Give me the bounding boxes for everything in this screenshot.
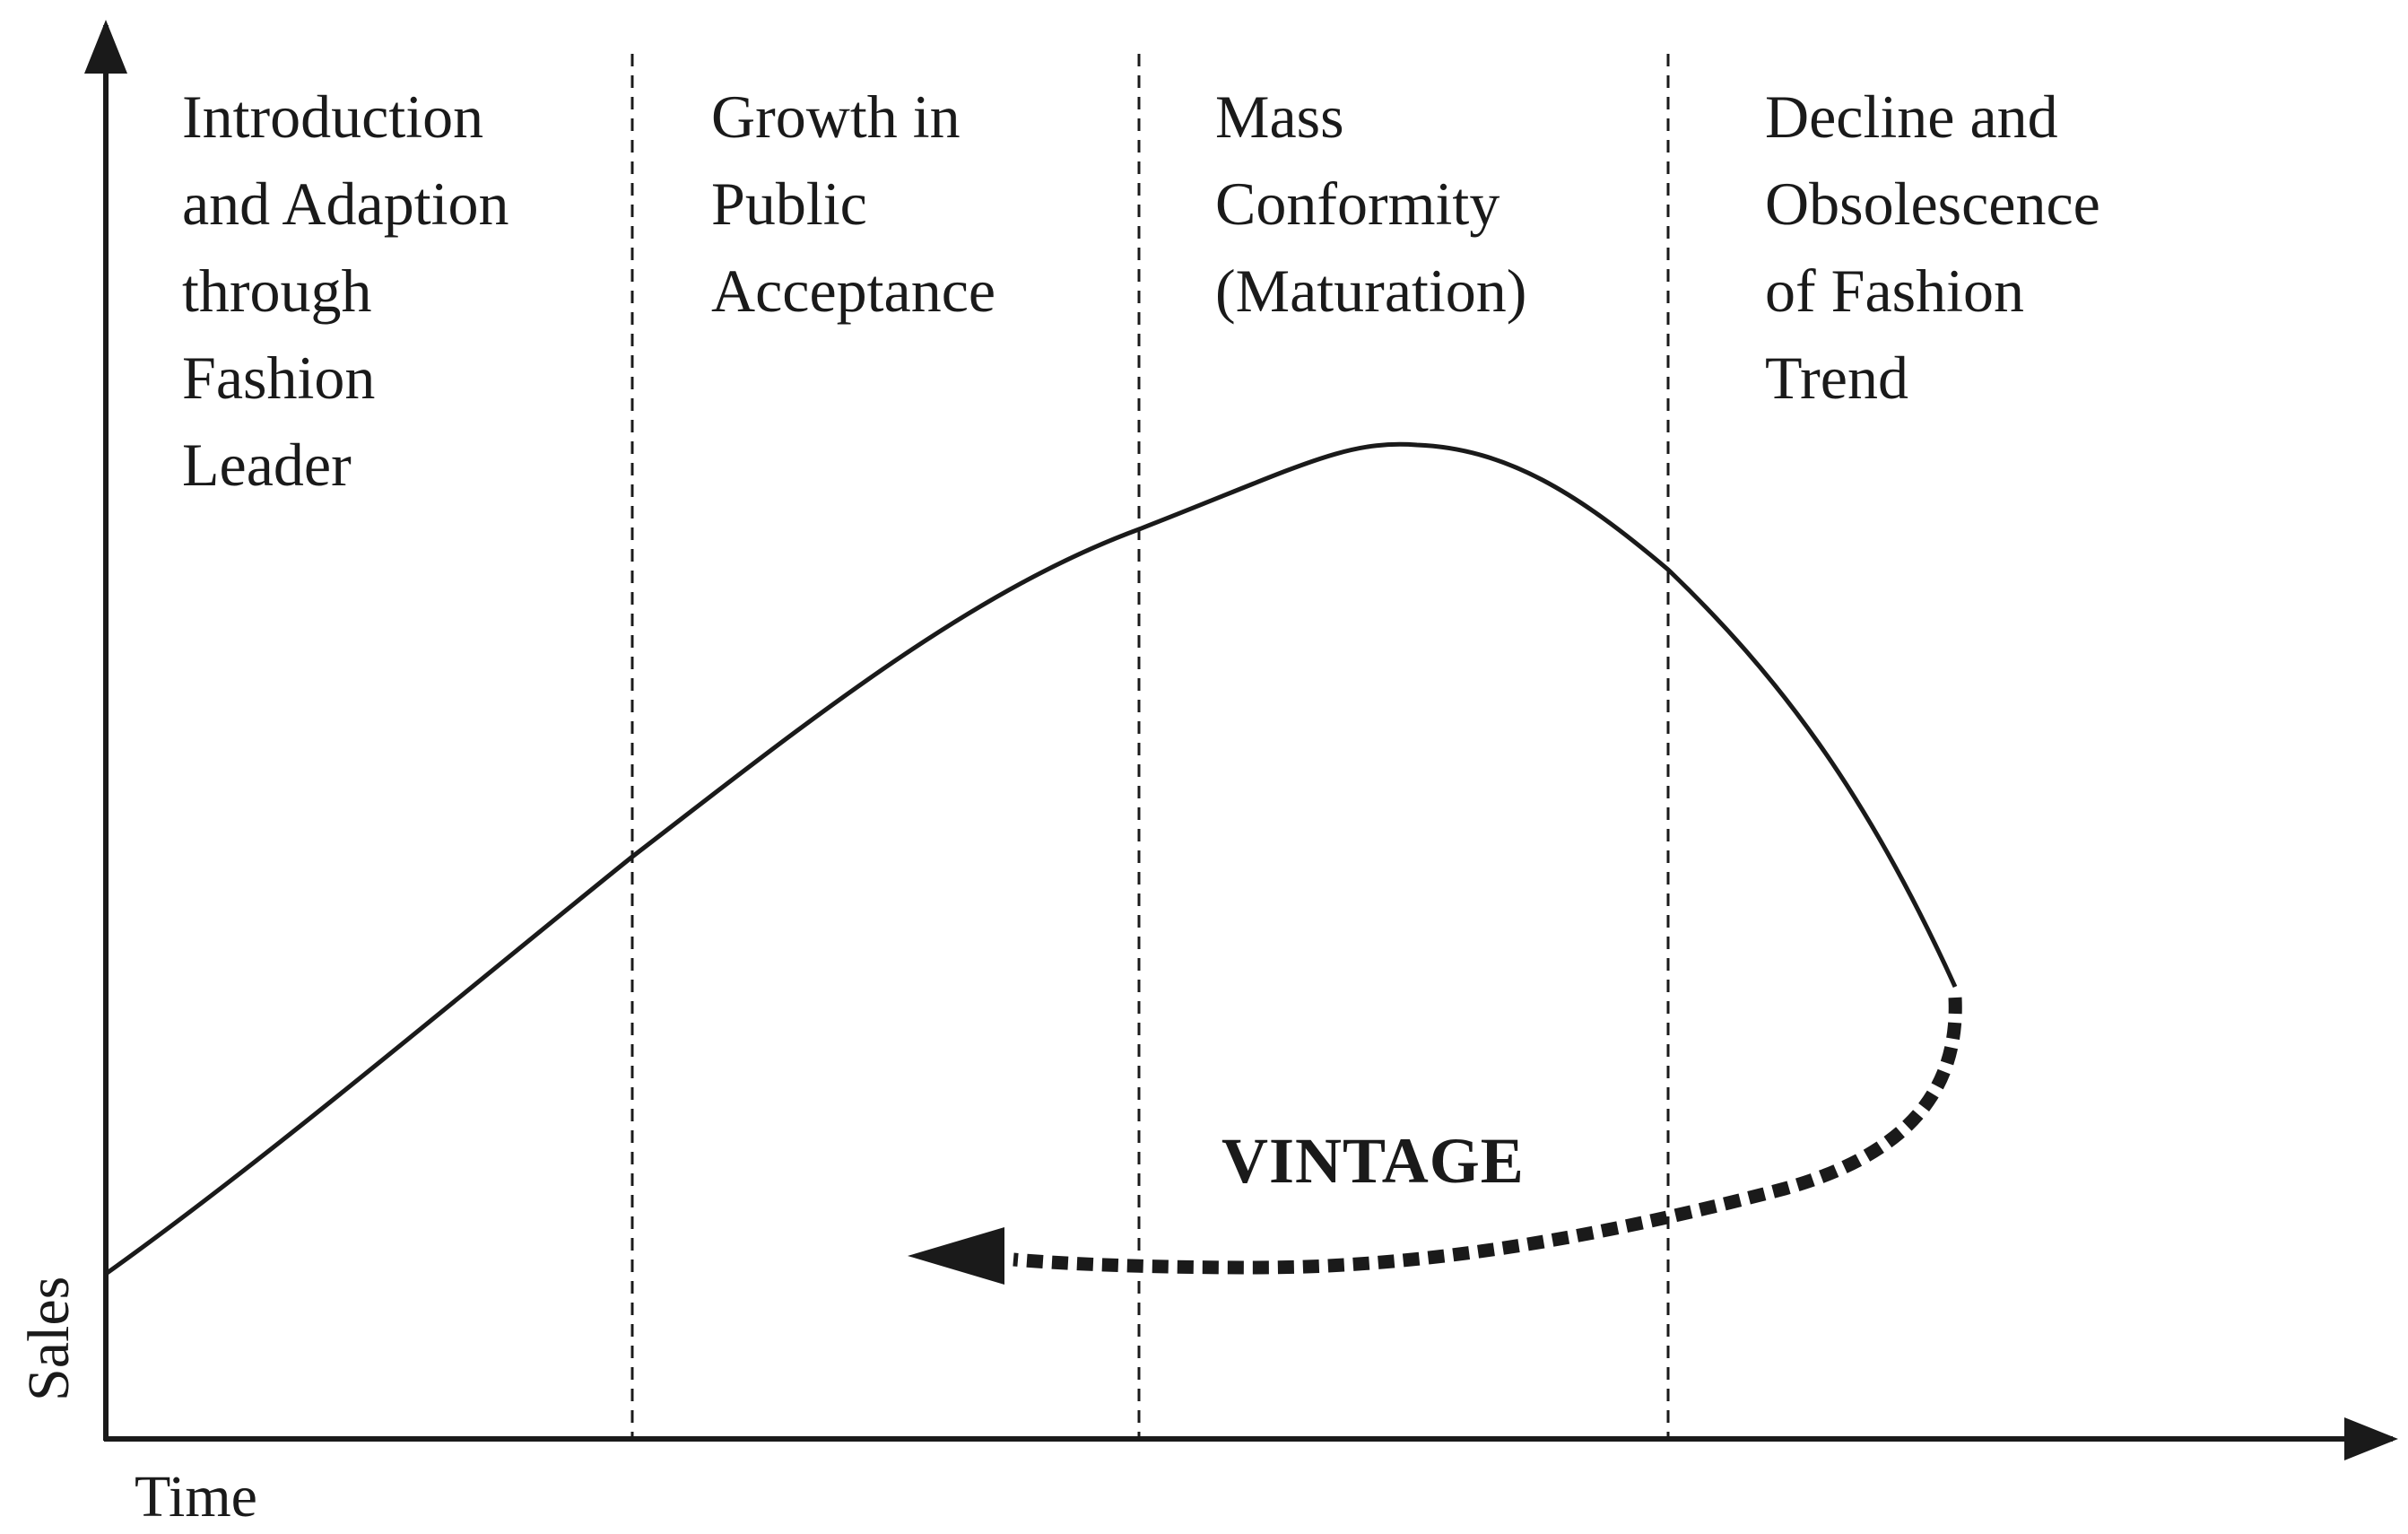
stage-label-line: Introduction [182, 83, 483, 151]
fashion-life-cycle-curve [104, 441, 1958, 1277]
stage-label-line: Public [711, 170, 867, 238]
stage-label-line: of Fashion [1765, 257, 2024, 325]
y-axis-label: Sales [16, 1277, 82, 1401]
stage-labels: Introduction and Adaption through Fashion Le… [182, 83, 2100, 499]
stage-label-3: Mass Conformity (Maturation) [1215, 83, 1526, 325]
stage-label-line: Growth in [711, 83, 961, 151]
stage-label-2: Growth in Public Acceptance [711, 83, 995, 325]
stage-label-4: Decline and Obsolescence of Fashion Trend [1765, 83, 2100, 412]
stage-label-line: Fashion [182, 344, 375, 412]
stage-label-line: Leader [182, 431, 352, 499]
stage-label-line: Acceptance [711, 257, 995, 325]
stage-label-line: Decline and [1765, 83, 2058, 151]
stage-label-line: Obsolescence [1765, 170, 2100, 238]
stage-label-line: through [182, 257, 372, 325]
stage-label-line: Conformity [1215, 170, 1500, 238]
stage-label-line: (Maturation) [1215, 257, 1526, 325]
stage-label-line: Trend [1765, 344, 1908, 412]
vintage-return-arrow [1013, 997, 1962, 1275]
stage-label-line: Mass [1215, 83, 1344, 151]
stage-label-line: and Adaption [182, 170, 509, 238]
stage-label-1: Introduction and Adaption through Fashion Le… [182, 83, 509, 499]
vintage-label: VINTAGE [1221, 1125, 1525, 1197]
vintage-arrowhead [908, 1227, 1004, 1285]
x-axis-label: Time [135, 1464, 257, 1530]
